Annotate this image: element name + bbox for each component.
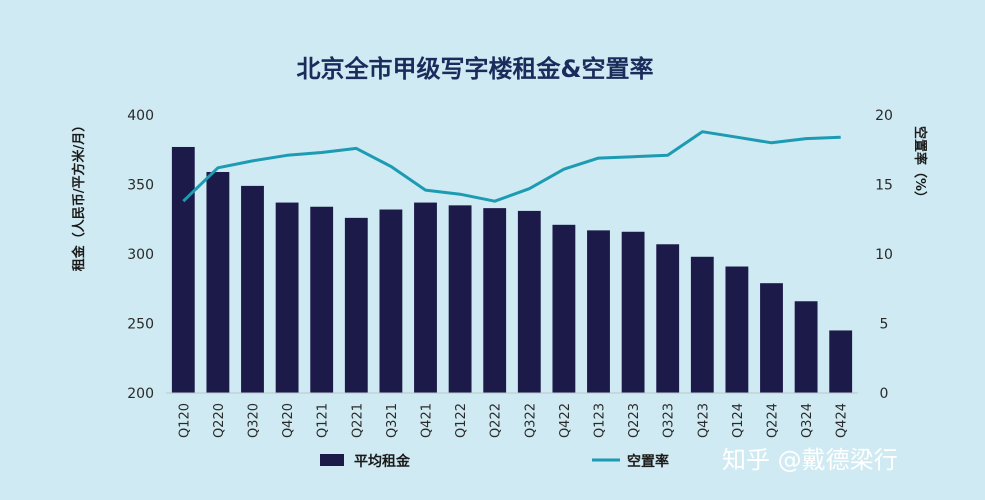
right-axis-ticks: 0 5 10 15 20	[875, 108, 893, 402]
x-tick-label: Q120	[177, 403, 192, 438]
right-axis-label: 空置率（%）	[912, 126, 928, 204]
bar-Q123	[587, 230, 610, 393]
bar-Q124	[725, 266, 749, 393]
right-tick-label: 5	[880, 317, 889, 333]
bar-Q423	[690, 256, 714, 393]
bar-Q121	[310, 206, 334, 393]
x-tick-label: Q121	[316, 403, 331, 438]
left-axis-ticks: 200 250 300 350 400	[127, 108, 154, 402]
vacancy-line-group	[182, 130, 841, 203]
x-tick-label: Q423	[696, 403, 711, 438]
bar-Q221	[344, 217, 368, 393]
bar-Q320	[241, 185, 264, 393]
left-axis-label: 租金（人民币/平方米/月）	[71, 119, 87, 272]
left-tick-label: 250	[127, 317, 154, 333]
chart-title: 北京全市甲级写字楼租金&空置率	[297, 55, 654, 83]
bar-Q422	[552, 224, 576, 393]
bar-Q220	[206, 171, 230, 393]
x-tick-label: Q320	[247, 403, 262, 438]
bar-Q323	[656, 244, 680, 393]
bar-Q321	[379, 209, 403, 393]
x-tick-label: Q422	[558, 403, 573, 438]
x-tick-label: Q322	[523, 403, 538, 438]
x-tick-label: Q421	[420, 403, 435, 438]
x-tick-label: Q224	[766, 403, 781, 438]
legend-swatch-rent	[320, 454, 344, 466]
bar-Q122	[448, 205, 472, 393]
bar-Q224	[760, 283, 783, 393]
x-tick-label: Q321	[385, 403, 400, 438]
bar-Q421	[414, 202, 437, 393]
rent-bars	[171, 146, 853, 393]
x-tick-label: Q222	[489, 403, 504, 438]
x-tick-label: Q324	[800, 403, 815, 438]
left-tick-label: 350	[127, 178, 154, 194]
right-tick-label: 15	[875, 178, 893, 194]
right-tick-label: 0	[880, 386, 889, 402]
watermark: 知乎 @戴德梁行	[722, 446, 898, 474]
legend: 平均租金 空置率	[320, 453, 669, 470]
x-tick-label: Q124	[731, 403, 746, 438]
vacancy-line	[182, 130, 841, 203]
left-tick-label: 400	[127, 108, 154, 124]
bar-Q223	[621, 231, 645, 393]
bar-Q324	[794, 301, 818, 393]
bar-Q420	[275, 202, 299, 393]
bar-Q222	[483, 208, 507, 393]
x-tick-label: Q323	[662, 403, 677, 438]
x-tick-label: Q223	[627, 403, 642, 438]
left-tick-label: 300	[127, 247, 154, 263]
bar-Q322	[517, 210, 541, 393]
x-tick-label: Q220	[212, 403, 227, 438]
x-tick-label: Q221	[350, 403, 365, 438]
x-axis-ticks: Q120 Q220 Q320 Q420 Q121 Q221 Q321 Q421 Q122 Q222…	[177, 403, 849, 438]
x-tick-label: Q123	[593, 403, 608, 438]
legend-label-rent: 平均租金	[354, 453, 411, 470]
x-tick-label: Q420	[281, 403, 296, 438]
right-tick-label: 20	[875, 108, 893, 124]
x-tick-label: Q424	[835, 403, 850, 438]
right-tick-label: 10	[875, 247, 893, 263]
legend-label-vacancy: 空置率	[627, 453, 669, 470]
bar-Q120	[171, 146, 195, 393]
left-tick-label: 200	[127, 386, 154, 402]
x-tick-label: Q122	[454, 403, 469, 438]
bar-Q424	[829, 330, 853, 393]
